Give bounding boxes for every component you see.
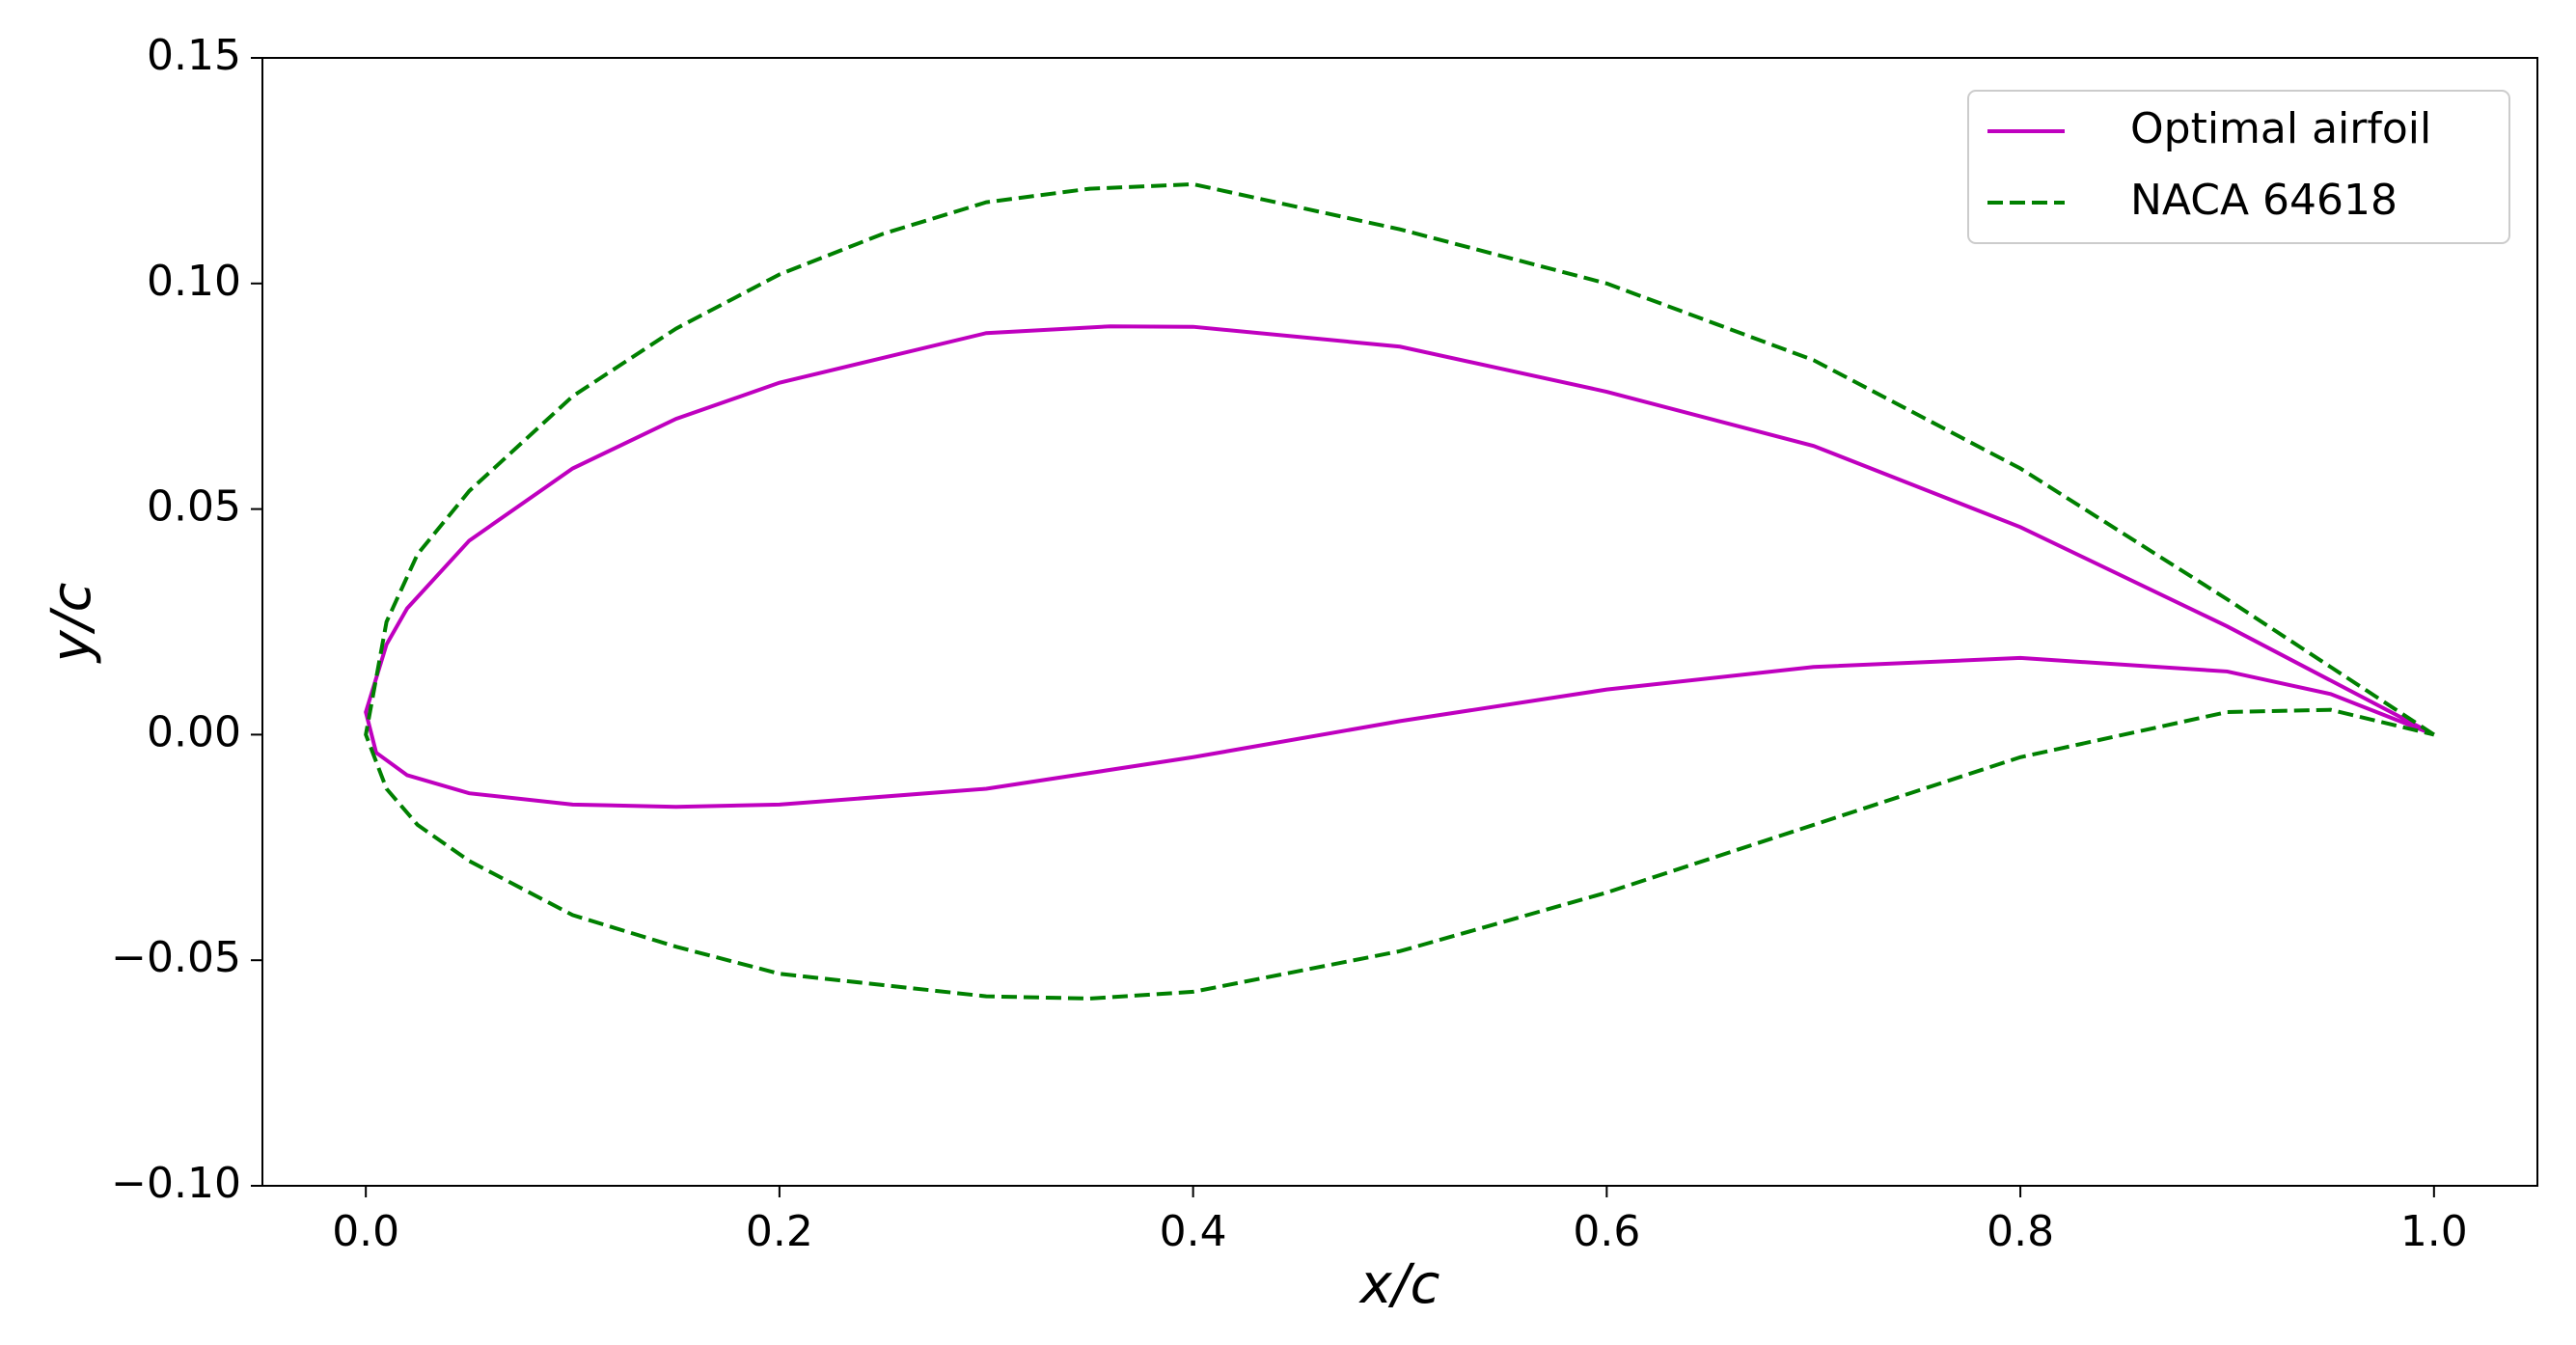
x-axis-label: x/c — [1358, 1253, 1440, 1316]
series-line — [364, 324, 2435, 810]
legend-box — [1967, 90, 2510, 244]
y-tick-label: 0.15 — [147, 31, 241, 80]
x-tick-label: 0.0 — [332, 1207, 399, 1256]
series-line — [364, 181, 2435, 1001]
y-tick-label: 0.05 — [147, 482, 241, 532]
y-tick-label: 0.10 — [147, 257, 241, 306]
x-tick-label: 0.2 — [746, 1207, 813, 1256]
x-tick-label: 1.0 — [2400, 1207, 2468, 1256]
x-tick-label: 0.8 — [1987, 1207, 2054, 1256]
legend-label: NACA 64618 — [2130, 176, 2398, 225]
y-axis-label: y/c — [41, 582, 103, 664]
plot-frame — [261, 57, 2538, 1187]
x-tick-label: 0.6 — [1573, 1207, 1640, 1256]
y-tick-label: −0.05 — [111, 933, 241, 982]
legend-label: Optimal airfoil — [2130, 104, 2431, 153]
y-tick-label: 0.00 — [147, 707, 241, 756]
y-tick-label: −0.10 — [111, 1159, 241, 1208]
x-tick-label: 0.4 — [1160, 1207, 1227, 1256]
